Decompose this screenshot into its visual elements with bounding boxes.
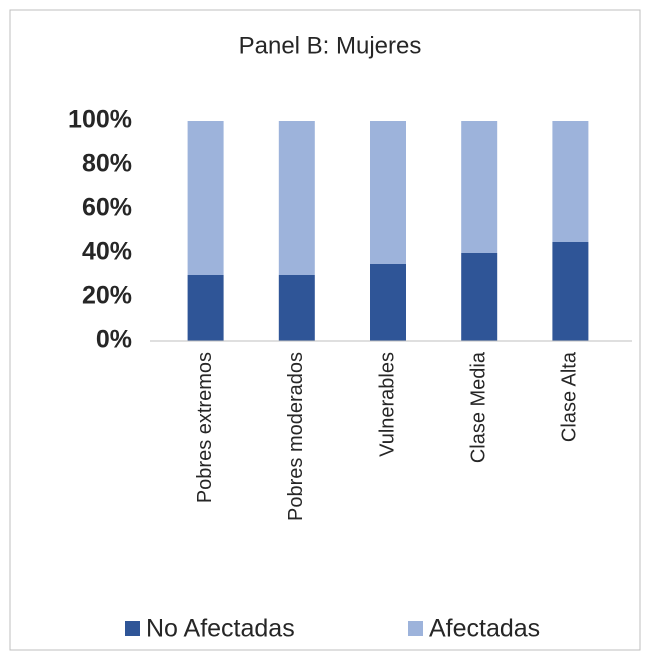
x-tick-label: Pobres extremos bbox=[194, 352, 216, 503]
chart-title: Panel B: Mujeres bbox=[239, 32, 422, 59]
bar-segment bbox=[370, 121, 406, 264]
y-tick-label: 100% bbox=[68, 106, 132, 134]
legend-swatch bbox=[408, 621, 423, 636]
legend-label: No Afectadas bbox=[146, 615, 295, 643]
y-tick-label: 0% bbox=[96, 326, 132, 354]
bar-segment bbox=[187, 121, 224, 275]
bar-segment bbox=[461, 253, 498, 341]
bar-segment bbox=[370, 264, 406, 341]
y-tick-label: 20% bbox=[82, 282, 132, 310]
bar-segment bbox=[552, 121, 589, 242]
y-tick-label: 60% bbox=[82, 194, 132, 222]
x-tick-label: Clase Media bbox=[467, 351, 489, 463]
legend-swatch bbox=[125, 621, 140, 636]
y-tick-label: 80% bbox=[82, 150, 132, 178]
x-tick-label: Clase Alta bbox=[559, 351, 581, 442]
legend-label: Afectadas bbox=[429, 615, 540, 643]
bar-segment bbox=[278, 275, 315, 341]
bar-segment bbox=[461, 121, 498, 253]
bar-segment bbox=[278, 121, 315, 275]
y-tick-label: 40% bbox=[82, 238, 132, 266]
x-tick-label: Vulnerables bbox=[376, 352, 398, 457]
x-tick-label: Pobres moderados bbox=[285, 352, 307, 521]
bar-segment bbox=[552, 242, 589, 341]
bar-segment bbox=[187, 275, 224, 341]
chart-frame bbox=[9, 9, 641, 651]
